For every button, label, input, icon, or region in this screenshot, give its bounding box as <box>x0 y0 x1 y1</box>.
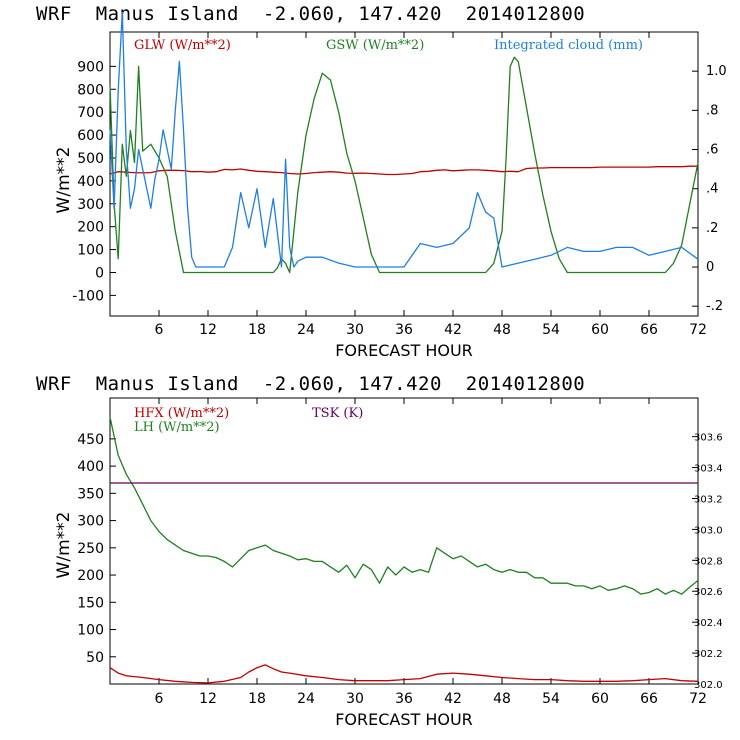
chart-panel-top: WRF Manus Island -2.060, 147.420 2014012… <box>36 3 727 360</box>
right-tick-label: .6 <box>706 143 718 158</box>
right-tick-label: 302.0 <box>694 680 723 691</box>
tick-group: 6 12 18 24 30 36 42 48 54 60 66 72 900 800 700 600 500 40… <box>72 32 727 338</box>
series-line-2 <box>109 11 699 268</box>
x-tick-label: 54 <box>542 322 560 338</box>
plot-frame <box>109 397 699 685</box>
x-tick-label: 42 <box>444 322 462 338</box>
chart-title: WRF Manus Island -2.060, 147.420 2014012… <box>36 3 585 25</box>
y-tick-label: 900 <box>77 59 104 75</box>
y-tick-label: 0 <box>95 265 104 281</box>
legend-entry-gsw: GSW (W/m**2) <box>326 38 424 53</box>
x-tick-label: 72 <box>689 691 707 707</box>
y-tick-label: 300 <box>77 197 104 213</box>
chart-title: WRF Manus Island -2.060, 147.420 2014012… <box>36 373 585 395</box>
x-tick-label: 48 <box>493 322 511 338</box>
x-tick-label: 18 <box>248 322 266 338</box>
series-line-1 <box>109 416 699 595</box>
right-tick-label: 302.8 <box>694 556 723 567</box>
y-tick-label: 300 <box>77 514 104 530</box>
y-tick-label: 350 <box>77 486 104 502</box>
legend-entry-lh: LH (W/m**2) <box>134 420 220 435</box>
x-tick-label: 48 <box>493 691 511 707</box>
y-axis-label: W/m**2 <box>54 147 74 214</box>
x-tick-label: 54 <box>542 691 560 707</box>
y-tick-label: -100 <box>72 288 104 304</box>
x-axis-label: FORECAST HOUR <box>335 341 473 360</box>
x-tick-label: 66 <box>640 691 658 707</box>
right-tick-label: 302.6 <box>694 587 723 598</box>
right-tick-label: -.2 <box>706 299 723 314</box>
series-line-0 <box>109 165 698 176</box>
y-tick-label: 400 <box>77 174 104 190</box>
tick-group: 6 12 18 24 30 36 42 48 54 60 66 72 450 400 350 300 250 20… <box>77 398 723 707</box>
x-tick-label: 30 <box>346 322 364 338</box>
y-tick-label: 250 <box>77 541 104 557</box>
x-tick-label: 12 <box>199 322 217 338</box>
chart-panel-bottom: WRF Manus Island -2.060, 147.420 2014012… <box>36 373 723 729</box>
right-tick-label: 303.2 <box>694 494 723 505</box>
y-tick-label: 100 <box>77 623 104 639</box>
right-tick-label: .8 <box>706 103 718 118</box>
y-tick-label: 200 <box>77 568 104 584</box>
right-tick-label: .2 <box>706 221 718 236</box>
right-tick-label: 0 <box>706 260 714 275</box>
legend-entry-cloud: Integrated cloud (mm) <box>494 38 643 53</box>
right-tick-label: 302.4 <box>694 618 723 629</box>
y-tick-label: 500 <box>77 151 104 167</box>
x-axis-label: FORECAST HOUR <box>335 710 473 729</box>
y-tick-label: 100 <box>77 243 104 259</box>
y-tick-label: 600 <box>77 128 104 144</box>
y-tick-label: 400 <box>77 459 104 475</box>
x-tick-label: 6 <box>155 322 164 338</box>
series-group <box>109 416 699 684</box>
y-tick-label: 50 <box>86 650 104 666</box>
x-tick-label: 12 <box>199 691 217 707</box>
legend-entry-glw: GLW (W/m**2) <box>134 38 231 53</box>
right-tick-label: 303.0 <box>694 525 723 536</box>
y-axis-label: W/m**2 <box>54 512 74 579</box>
right-tick-label: 303.6 <box>694 433 723 444</box>
legend-entry-hfx: HFX (W/m**2) <box>134 406 229 421</box>
x-tick-label: 24 <box>297 322 315 338</box>
right-tick-label: .4 <box>706 182 718 197</box>
x-tick-label: 60 <box>591 322 609 338</box>
x-tick-label: 42 <box>444 691 462 707</box>
x-tick-label: 30 <box>346 691 364 707</box>
x-tick-label: 6 <box>155 691 164 707</box>
right-tick-label: 1.0 <box>706 64 727 79</box>
y-tick-label: 450 <box>77 432 104 448</box>
right-tick-label: 302.2 <box>694 649 723 660</box>
series-line-0 <box>109 664 699 684</box>
x-tick-label: 72 <box>689 322 707 338</box>
x-tick-label: 36 <box>395 691 413 707</box>
series-group <box>109 11 699 274</box>
right-tick-label: 303.4 <box>694 464 723 475</box>
y-tick-label: 150 <box>77 595 104 611</box>
y-tick-label: 700 <box>77 105 104 121</box>
x-tick-label: 36 <box>395 322 413 338</box>
x-tick-label: 66 <box>640 322 658 338</box>
x-tick-label: 18 <box>248 691 266 707</box>
y-tick-label: 800 <box>77 82 104 98</box>
series-line-1 <box>109 56 699 274</box>
y-tick-label: 200 <box>77 220 104 236</box>
legend-entry-tsk: TSK (K) <box>312 406 363 421</box>
x-tick-label: 60 <box>591 691 609 707</box>
x-tick-label: 24 <box>297 691 315 707</box>
